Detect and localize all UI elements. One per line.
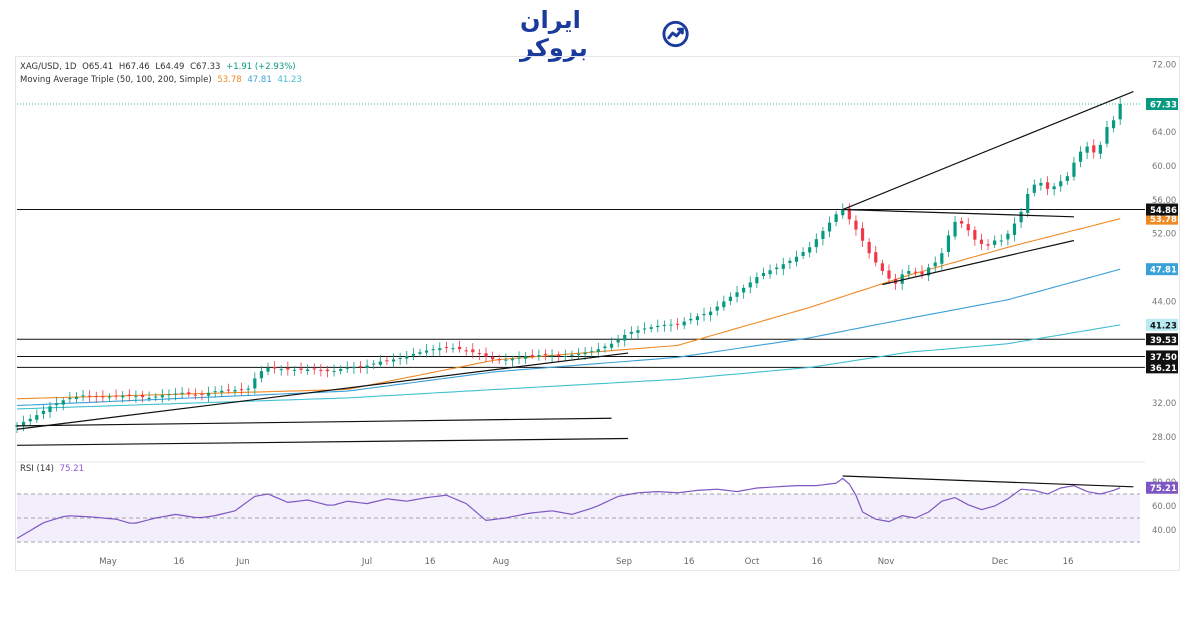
symbol-legend: XAG/USD, 1D O65.41 H67.46 L64.49 C67.33 … — [20, 62, 299, 72]
close-value: C67.33 — [190, 62, 221, 72]
symbol-name: XAG/USD, 1D — [20, 62, 77, 72]
trend-chart-icon — [662, 20, 689, 48]
ma200-value: 41.23 — [277, 75, 302, 85]
rsi-value: 75.21 — [59, 464, 85, 474]
brand-logo: ایران بروکر — [520, 6, 690, 62]
ma50-value: 53.78 — [217, 75, 242, 85]
ma100-value: 47.81 — [247, 75, 272, 85]
brand-name: ایران بروکر — [520, 6, 588, 62]
change-value: +1.91 (+2.93%) — [226, 62, 296, 72]
ma-title: Moving Average Triple (50, 100, 200, Sim… — [20, 75, 212, 85]
chart-frame — [15, 56, 1180, 571]
low-value: L64.49 — [155, 62, 185, 72]
rsi-legend: RSI (14) 75.21 — [20, 464, 87, 474]
open-value: O65.41 — [82, 62, 114, 72]
ma-legend: Moving Average Triple (50, 100, 200, Sim… — [20, 75, 305, 85]
high-value: H67.46 — [118, 62, 150, 72]
rsi-title: RSI (14) — [20, 464, 54, 474]
